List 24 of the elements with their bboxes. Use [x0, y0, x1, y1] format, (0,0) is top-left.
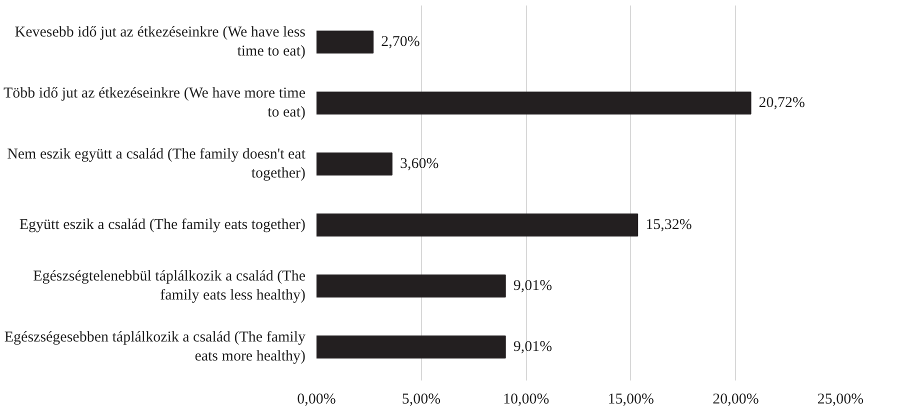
data-label: 20,72%: [758, 95, 806, 112]
bar: [316, 92, 752, 115]
data-label: 3,60%: [400, 156, 439, 172]
y-tick-label: Egészségesebben táplálkozik a család (The family eats more healthy): [4, 329, 306, 365]
data-label: 9,01%: [513, 338, 552, 355]
x-tick-label: 10,00%: [502, 392, 550, 408]
x-tick-label: 0,00%: [297, 392, 336, 408]
x-tick-label: 15,00%: [608, 392, 654, 408]
bar: [316, 30, 374, 54]
x-tick-label: 20,00%: [712, 392, 759, 408]
y-tick-label: Kevesebb idő jut az étkezéseinkre (We have less time to eat): [14, 24, 306, 60]
x-tick-label: 25,00%: [817, 392, 864, 408]
y-tick-label: Együtt eszik a család (The family eats together): [19, 217, 306, 234]
y-tick-label: Több idő jut az étkezéseinkre (We have more time to eat): [4, 85, 306, 121]
y-tick-label: Egészségtelenebbül táplálkozik a család (The family eats less healthy): [33, 268, 306, 304]
data-label: 9,01%: [513, 278, 552, 294]
bar: [316, 152, 392, 176]
bar: [316, 274, 506, 298]
data-label: 2,70%: [381, 34, 420, 50]
x-tick-label: 5,00%: [402, 392, 441, 408]
bar: [316, 335, 506, 358]
data-label: 15,32%: [646, 217, 692, 234]
y-tick-label: Nem eszik együtt a család (The family doesn't eat together): [7, 146, 306, 182]
bar: [316, 214, 638, 236]
